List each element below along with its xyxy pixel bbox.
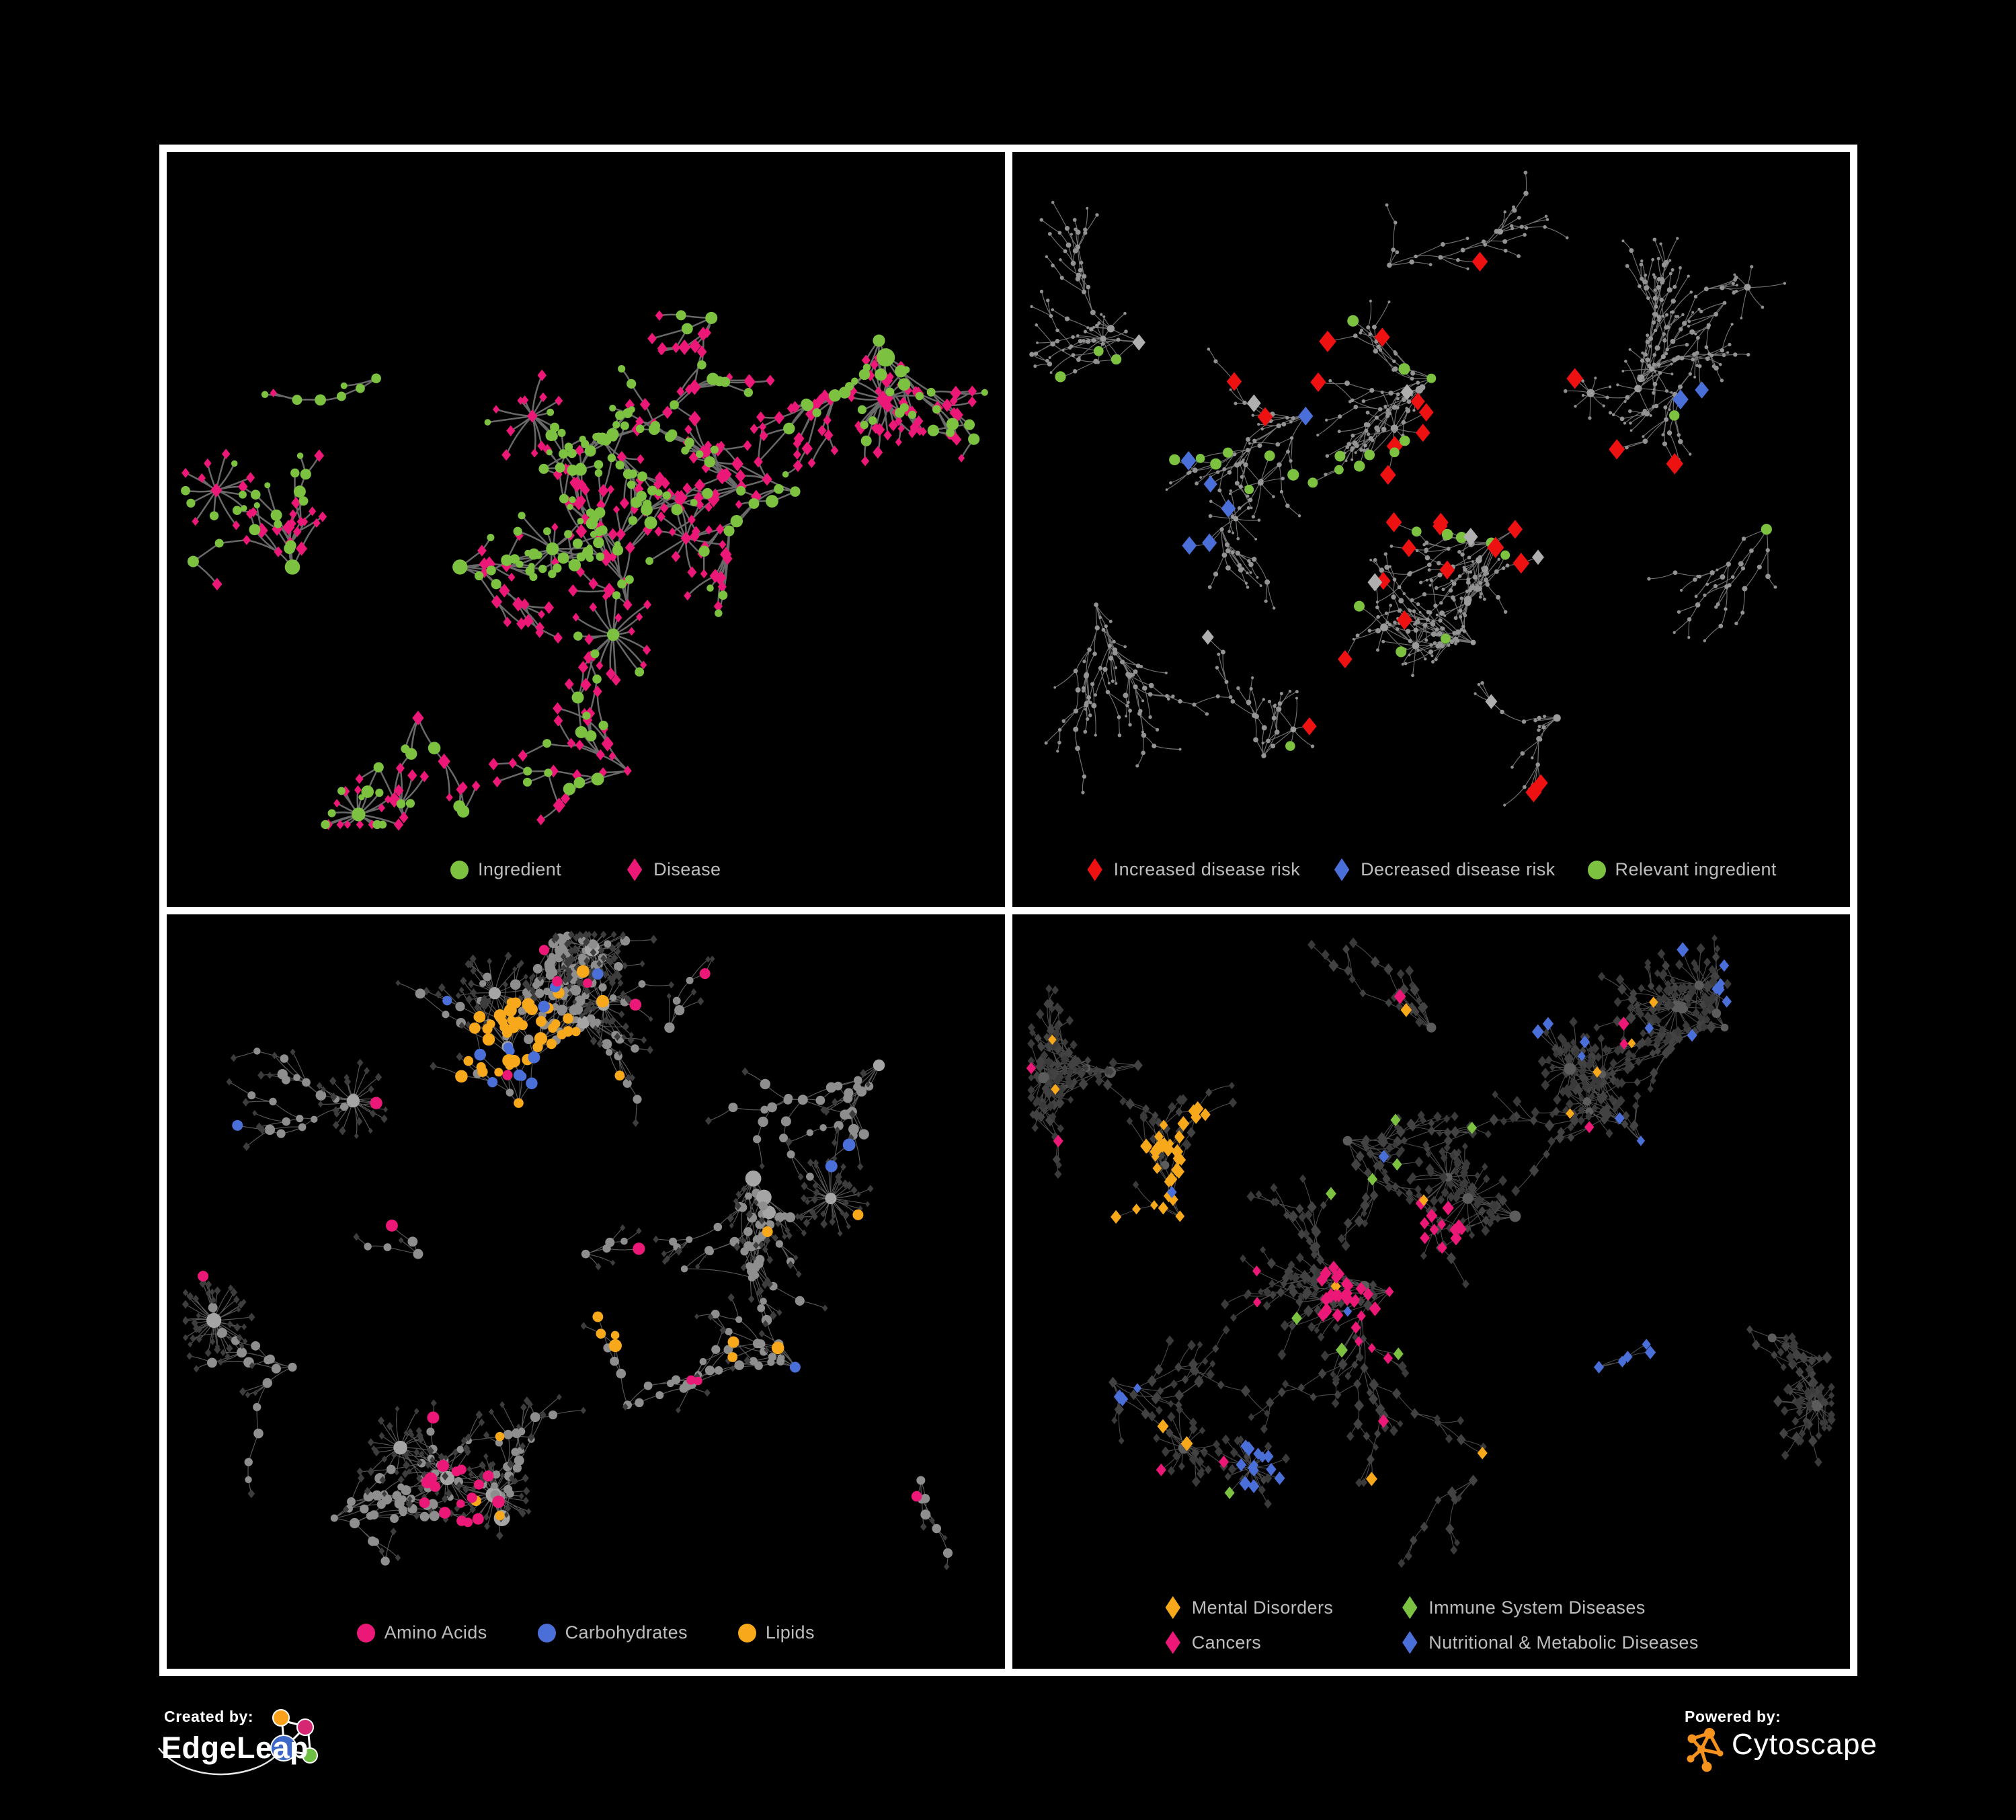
network-graph-ingredient-disease [181, 310, 988, 831]
legend-label: Carbohydrates [565, 1622, 688, 1643]
legend-item-cancers: Cancers [1164, 1631, 1333, 1654]
legend-label: Immune System Diseases [1428, 1597, 1646, 1618]
decreased-risk-swatch-icon [1334, 858, 1350, 881]
network-graph-macronutrients [182, 930, 953, 1571]
legend-item-relevant-ingredient: Relevant ingredient [1587, 859, 1777, 880]
lipids-swatch-icon [737, 1623, 756, 1643]
cancers-swatch-icon [1165, 1631, 1180, 1654]
panel-disease-risk: Increased disease risk Decreased disease… [1012, 152, 1851, 907]
created-by-block: Created by: EdgeLeap [158, 1706, 370, 1801]
legend-label: Decreased disease risk [1361, 859, 1556, 879]
legend-item-lipids: Lipids [737, 1622, 815, 1643]
legend-disease-risk: Increased disease risk Decreased disease… [1012, 858, 1851, 881]
legend-label: Lipids [765, 1622, 815, 1643]
legend-macronutrients: Amino Acids Carbohydrates Lipids [167, 1622, 1005, 1643]
legend-ingredient-disease: Ingredient Disease [167, 858, 1005, 881]
increased-risk-swatch-icon [1087, 858, 1102, 881]
legend-label: Increased disease risk [1113, 859, 1301, 879]
cytoscape-logo-icon [1687, 1728, 1724, 1772]
carbohydrates-swatch-icon [537, 1623, 556, 1643]
cytoscape-wordmark: Cytoscape [1732, 1728, 1878, 1761]
legend-item-nutritional-metabolic-diseases: Nutritional & Metabolic Diseases [1400, 1631, 1698, 1654]
legend-item-carbohydrates: Carbohydrates [537, 1622, 688, 1643]
powered-by-label: Powered by: [1685, 1708, 1781, 1725]
legend-label: Nutritional & Metabolic Diseases [1428, 1632, 1699, 1653]
legend-label: Relevant ingredient [1615, 859, 1777, 879]
nutritional-metabolic-swatch-icon [1402, 1631, 1418, 1654]
immune-diseases-swatch-icon [1402, 1596, 1418, 1619]
amino-acids-swatch-icon [356, 1623, 375, 1643]
legend-item-immune-system-diseases: Immune System Diseases [1400, 1596, 1698, 1619]
legend-label: Ingredient [478, 859, 562, 879]
mental-disorders-swatch-icon [1165, 1596, 1180, 1619]
panel-disease-categories: Mental Disorders Immune System Diseases … [1012, 914, 1851, 1669]
edgeleap-logo-icon [158, 1709, 318, 1776]
legend-item-ingredient: Ingredient [450, 859, 561, 880]
legend-item-mental-disorders: Mental Disorders [1164, 1596, 1333, 1619]
legend-label: Mental Disorders [1191, 1597, 1334, 1618]
ingredient-swatch-icon [450, 860, 469, 879]
network-graph-disease-risk [1029, 170, 1786, 807]
legend-label: Disease [653, 859, 721, 879]
legend-item-amino-acids: Amino Acids [356, 1622, 487, 1643]
legend-item-decreased-risk: Decreased disease risk [1332, 858, 1556, 881]
panel-macronutrients: Amino Acids Carbohydrates Lipids [167, 914, 1005, 1669]
legend-label: Cancers [1191, 1632, 1262, 1653]
relevant-ingredient-swatch-icon [1587, 860, 1606, 879]
network-graph-disease-categories [1026, 934, 1836, 1568]
legend-item-increased-risk: Increased disease risk [1086, 858, 1301, 881]
edgeleap-wordmark: EdgeLeap [161, 1731, 309, 1765]
created-by-label: Created by: [164, 1708, 254, 1725]
legend-label: Amino Acids [384, 1622, 487, 1643]
powered-by-block: Powered by: Cytoscape [1682, 1706, 1884, 1801]
panel-ingredient-disease: Ingredient Disease [167, 152, 1005, 907]
panel-grid: Ingredient Disease Increased disease ris… [159, 145, 1857, 1676]
disease-swatch-icon [627, 858, 643, 881]
legend-item-disease: Disease [625, 858, 721, 881]
legend-disease-categories: Mental Disorders Immune System Diseases … [1012, 1596, 1851, 1654]
